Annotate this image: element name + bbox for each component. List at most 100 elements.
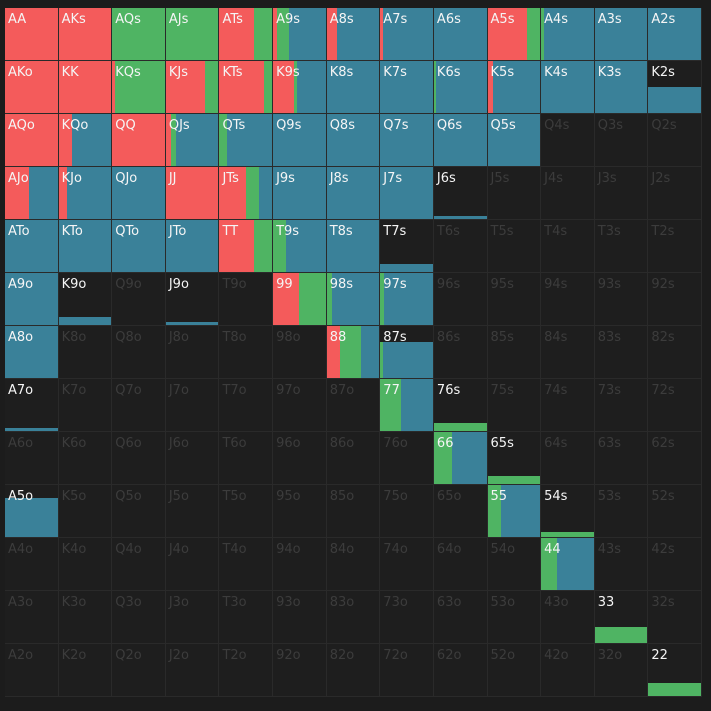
hand-cell-A9s[interactable]: A9s — [273, 8, 327, 61]
hand-cell-Q5o[interactable]: Q5o — [112, 485, 166, 538]
hand-cell-J6o[interactable]: J6o — [165, 432, 220, 485]
hand-cell-Q4o[interactable]: Q4o — [112, 538, 166, 591]
hand-cell-62s[interactable]: 62s — [648, 432, 702, 485]
hand-cell-88[interactable]: 88 — [326, 326, 381, 379]
hand-cell-54o[interactable]: 54o — [487, 538, 542, 591]
hand-cell-J3s[interactable]: J3s — [594, 167, 649, 220]
hand-cell-43s[interactable]: 43s — [594, 538, 649, 591]
hand-cell-K6o[interactable]: K6o — [58, 432, 113, 485]
hand-cell-44[interactable]: 44 — [541, 538, 595, 591]
hand-cell-A4o[interactable]: A4o — [5, 538, 59, 591]
hand-cell-ATo[interactable]: ATo — [5, 220, 59, 273]
hand-cell-86o[interactable]: 86o — [326, 432, 381, 485]
hand-cell-TT[interactable]: TT — [219, 220, 274, 273]
hand-cell-76o[interactable]: 76o — [380, 432, 434, 485]
hand-cell-A6s[interactable]: A6s — [433, 8, 488, 61]
hand-cell-96o[interactable]: 96o — [273, 432, 327, 485]
hand-cell-74o[interactable]: 74o — [380, 538, 434, 591]
hand-cell-J3o[interactable]: J3o — [165, 591, 220, 644]
hand-cell-K3s[interactable]: K3s — [594, 61, 649, 114]
hand-cell-A8o[interactable]: A8o — [5, 326, 59, 379]
hand-cell-82s[interactable]: 82s — [648, 326, 702, 379]
hand-cell-32s[interactable]: 32s — [648, 591, 702, 644]
hand-cell-Q8o[interactable]: Q8o — [112, 326, 166, 379]
hand-cell-Q7o[interactable]: Q7o — [112, 379, 166, 432]
hand-cell-J9s[interactable]: J9s — [273, 167, 327, 220]
hand-cell-43o[interactable]: 43o — [541, 591, 595, 644]
hand-cell-AJs[interactable]: AJs — [165, 8, 220, 61]
hand-cell-J9o[interactable]: J9o — [165, 273, 220, 326]
hand-cell-T2s[interactable]: T2s — [648, 220, 702, 273]
hand-cell-AKo[interactable]: AKo — [5, 61, 59, 114]
hand-cell-85o[interactable]: 85o — [326, 485, 381, 538]
hand-cell-A9o[interactable]: A9o — [5, 273, 59, 326]
hand-cell-Q2s[interactable]: Q2s — [648, 114, 702, 167]
hand-cell-T5o[interactable]: T5o — [219, 485, 274, 538]
hand-cell-AQo[interactable]: AQo — [5, 114, 59, 167]
hand-cell-KTs[interactable]: KTs — [219, 61, 274, 114]
hand-cell-Q5s[interactable]: Q5s — [487, 114, 542, 167]
hand-cell-63s[interactable]: 63s — [594, 432, 649, 485]
hand-cell-ATs[interactable]: ATs — [219, 8, 274, 61]
hand-cell-T2o[interactable]: T2o — [219, 644, 274, 697]
hand-cell-Q2o[interactable]: Q2o — [112, 644, 166, 697]
hand-cell-65o[interactable]: 65o — [433, 485, 488, 538]
hand-cell-A2o[interactable]: A2o — [5, 644, 59, 697]
hand-cell-J7o[interactable]: J7o — [165, 379, 220, 432]
hand-cell-QJs[interactable]: QJs — [165, 114, 220, 167]
hand-cell-K5s[interactable]: K5s — [487, 61, 542, 114]
hand-cell-AJo[interactable]: AJo — [5, 167, 59, 220]
hand-cell-A3s[interactable]: A3s — [594, 8, 649, 61]
hand-cell-JTo[interactable]: JTo — [165, 220, 220, 273]
hand-cell-99[interactable]: 99 — [273, 273, 327, 326]
hand-cell-75s[interactable]: 75s — [487, 379, 542, 432]
hand-cell-92s[interactable]: 92s — [648, 273, 702, 326]
hand-cell-K5o[interactable]: K5o — [58, 485, 113, 538]
hand-cell-K6s[interactable]: K6s — [433, 61, 488, 114]
hand-cell-75o[interactable]: 75o — [380, 485, 434, 538]
hand-cell-97s[interactable]: 97s — [380, 273, 434, 326]
hand-cell-T9s[interactable]: T9s — [273, 220, 327, 273]
hand-cell-KK[interactable]: KK — [58, 61, 113, 114]
hand-cell-T3s[interactable]: T3s — [594, 220, 649, 273]
hand-cell-A5o[interactable]: A5o — [5, 485, 59, 538]
hand-cell-J8s[interactable]: J8s — [326, 167, 381, 220]
hand-cell-T8s[interactable]: T8s — [326, 220, 381, 273]
hand-cell-Q9s[interactable]: Q9s — [273, 114, 327, 167]
hand-cell-J2o[interactable]: J2o — [165, 644, 220, 697]
hand-cell-JJ[interactable]: JJ — [165, 167, 220, 220]
hand-cell-42s[interactable]: 42s — [648, 538, 702, 591]
hand-cell-83o[interactable]: 83o — [326, 591, 381, 644]
hand-cell-93s[interactable]: 93s — [594, 273, 649, 326]
hand-cell-72s[interactable]: 72s — [648, 379, 702, 432]
hand-cell-73s[interactable]: 73s — [594, 379, 649, 432]
hand-cell-A4s[interactable]: A4s — [541, 8, 595, 61]
hand-cell-63o[interactable]: 63o — [433, 591, 488, 644]
hand-cell-K2o[interactable]: K2o — [58, 644, 113, 697]
hand-cell-Q7s[interactable]: Q7s — [380, 114, 434, 167]
hand-cell-54s[interactable]: 54s — [541, 485, 595, 538]
hand-cell-87o[interactable]: 87o — [326, 379, 381, 432]
hand-cell-Q6o[interactable]: Q6o — [112, 432, 166, 485]
hand-cell-84s[interactable]: 84s — [541, 326, 595, 379]
hand-cell-K3o[interactable]: K3o — [58, 591, 113, 644]
hand-cell-K9s[interactable]: K9s — [273, 61, 327, 114]
hand-cell-J4s[interactable]: J4s — [541, 167, 595, 220]
hand-cell-Q9o[interactable]: Q9o — [112, 273, 166, 326]
hand-cell-KQs[interactable]: KQs — [112, 61, 166, 114]
hand-cell-K4o[interactable]: K4o — [58, 538, 113, 591]
hand-cell-95s[interactable]: 95s — [487, 273, 542, 326]
hand-cell-42o[interactable]: 42o — [541, 644, 595, 697]
hand-cell-97o[interactable]: 97o — [273, 379, 327, 432]
hand-cell-83s[interactable]: 83s — [594, 326, 649, 379]
hand-cell-T6o[interactable]: T6o — [219, 432, 274, 485]
hand-cell-K8s[interactable]: K8s — [326, 61, 381, 114]
hand-cell-85s[interactable]: 85s — [487, 326, 542, 379]
hand-cell-J2s[interactable]: J2s — [648, 167, 702, 220]
hand-cell-82o[interactable]: 82o — [326, 644, 381, 697]
hand-cell-Q6s[interactable]: Q6s — [433, 114, 488, 167]
hand-cell-K9o[interactable]: K9o — [58, 273, 113, 326]
hand-cell-T8o[interactable]: T8o — [219, 326, 274, 379]
hand-cell-J7s[interactable]: J7s — [380, 167, 434, 220]
hand-cell-22[interactable]: 22 — [648, 644, 702, 697]
